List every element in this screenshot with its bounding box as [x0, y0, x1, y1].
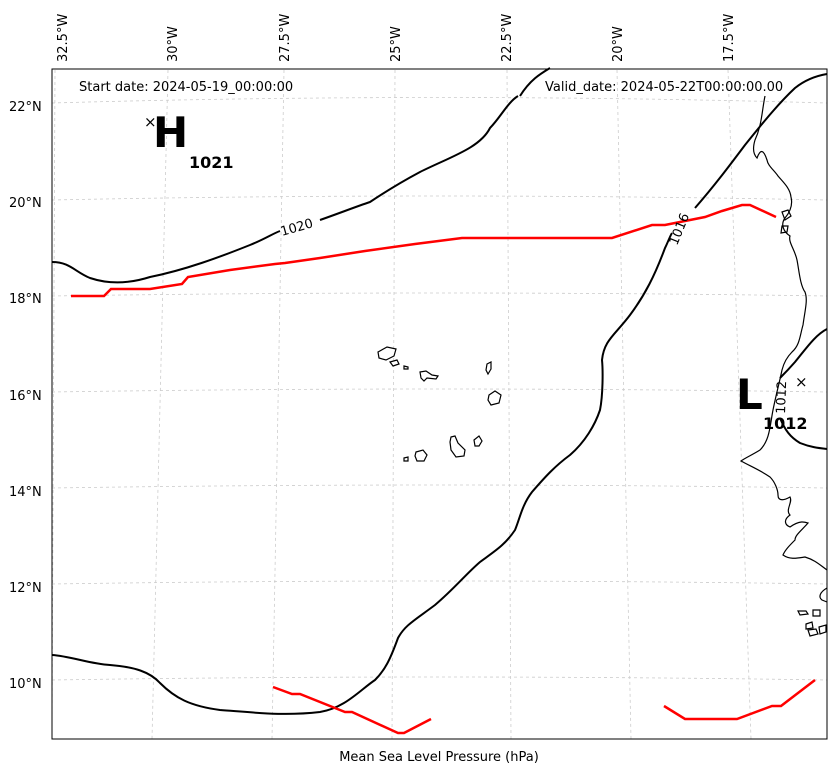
santo-antao [377, 346, 397, 361]
lat-label: 14°N [9, 485, 42, 500]
start-date: Start date: 2024-05-19_00:00:00 [79, 80, 293, 95]
pressure-center-high: × H 1021 [144, 108, 234, 172]
lat-label: 12°N [9, 581, 42, 596]
lon-label: 32.5°W [56, 14, 71, 62]
canary-islet-2 [780, 225, 789, 234]
meridian-30w [151, 69, 169, 740]
red-contours [71, 203, 816, 735]
isobar-1020-ne [519, 67, 551, 97]
fogo [414, 449, 428, 462]
red-contour-north [71, 203, 777, 298]
lon-label: 30°W [166, 26, 181, 62]
meridian-25w [391, 69, 396, 740]
bijagos-1 [797, 610, 810, 616]
high-letter: H [153, 108, 188, 157]
isobar-1012-upper [779, 328, 828, 379]
longitude-labels: 32.5°W 30°W 27.5°W 25°W 22.5°W 20°W 17.5… [56, 14, 737, 62]
lon-label: 27.5°W [278, 14, 293, 62]
coast-islands [780, 209, 827, 637]
lat-label: 22°N [9, 100, 42, 115]
parallel-22n [51, 97, 828, 104]
maio [473, 435, 483, 447]
low-letter: L [736, 370, 763, 419]
bijagos-2 [812, 609, 821, 617]
santa-luzia [403, 365, 409, 370]
high-marker-x-icon: × [144, 113, 157, 131]
pressure-center-low: × L 1012 [736, 370, 808, 433]
lon-label: 22.5°W [500, 14, 515, 62]
lon-label: 20°W [611, 26, 626, 62]
isobar-1012-lower [779, 417, 828, 450]
bijagos-3 [805, 621, 814, 630]
parallel-18n [51, 292, 828, 297]
lon-label: 25°W [389, 26, 404, 62]
boa-vista [487, 390, 502, 406]
isobar-1020-west [51, 230, 281, 284]
contour-label-1016: 1016 [667, 211, 693, 247]
contour-label-1020: 1020 [279, 216, 315, 240]
contour-labels: 1020 1016 1012 [279, 211, 790, 414]
isobar-1020-east [319, 95, 519, 221]
isobars [51, 67, 828, 715]
sao-nicolau [419, 370, 440, 382]
parallel-12n [51, 580, 828, 585]
santiago [449, 435, 466, 458]
parallel-16n [51, 388, 828, 393]
axis-xlabel: Mean Sea Level Pressure (hPa) [339, 750, 539, 765]
isobar-1016-lower [51, 232, 673, 715]
parallel-10n [51, 676, 828, 681]
red-contour-sw [272, 685, 432, 735]
lat-label: 18°N [9, 292, 42, 307]
lat-label: 10°N [9, 677, 42, 692]
meridian-20w [616, 69, 632, 740]
lat-label: 20°N [9, 196, 42, 211]
map-frame [51, 68, 828, 740]
isobar-1016-upper [694, 73, 828, 209]
parallel-14n [51, 484, 828, 489]
canary-islet-1 [781, 209, 792, 221]
graticule [51, 69, 828, 740]
sal [485, 361, 492, 376]
latitude-labels: 22°N 20°N 18°N 16°N 14°N 12°N 10°N [9, 100, 42, 692]
meridian-22-5w [506, 69, 512, 740]
red-contour-se [663, 679, 816, 721]
africa-coast-south [819, 587, 828, 603]
lon-label: 17.5°W [722, 14, 737, 62]
coastlines [739, 95, 828, 603]
bijagos-4 [807, 628, 819, 637]
africa-coast [739, 95, 828, 571]
low-marker-x-icon: × [795, 373, 808, 391]
parallel-20n [51, 195, 828, 201]
valid-date: Valid_date: 2024-05-22T00:00:00.00 [545, 80, 783, 95]
meridian-27-5w [271, 69, 285, 740]
contour-label-1012: 1012 [774, 381, 790, 415]
high-value: 1021 [189, 153, 234, 172]
sao-vicente [388, 359, 400, 367]
bijagos-5 [818, 624, 827, 635]
cape-verde-islands [377, 346, 502, 462]
lat-label: 16°N [9, 389, 42, 404]
brava [403, 456, 409, 462]
low-value: 1012 [763, 414, 808, 433]
